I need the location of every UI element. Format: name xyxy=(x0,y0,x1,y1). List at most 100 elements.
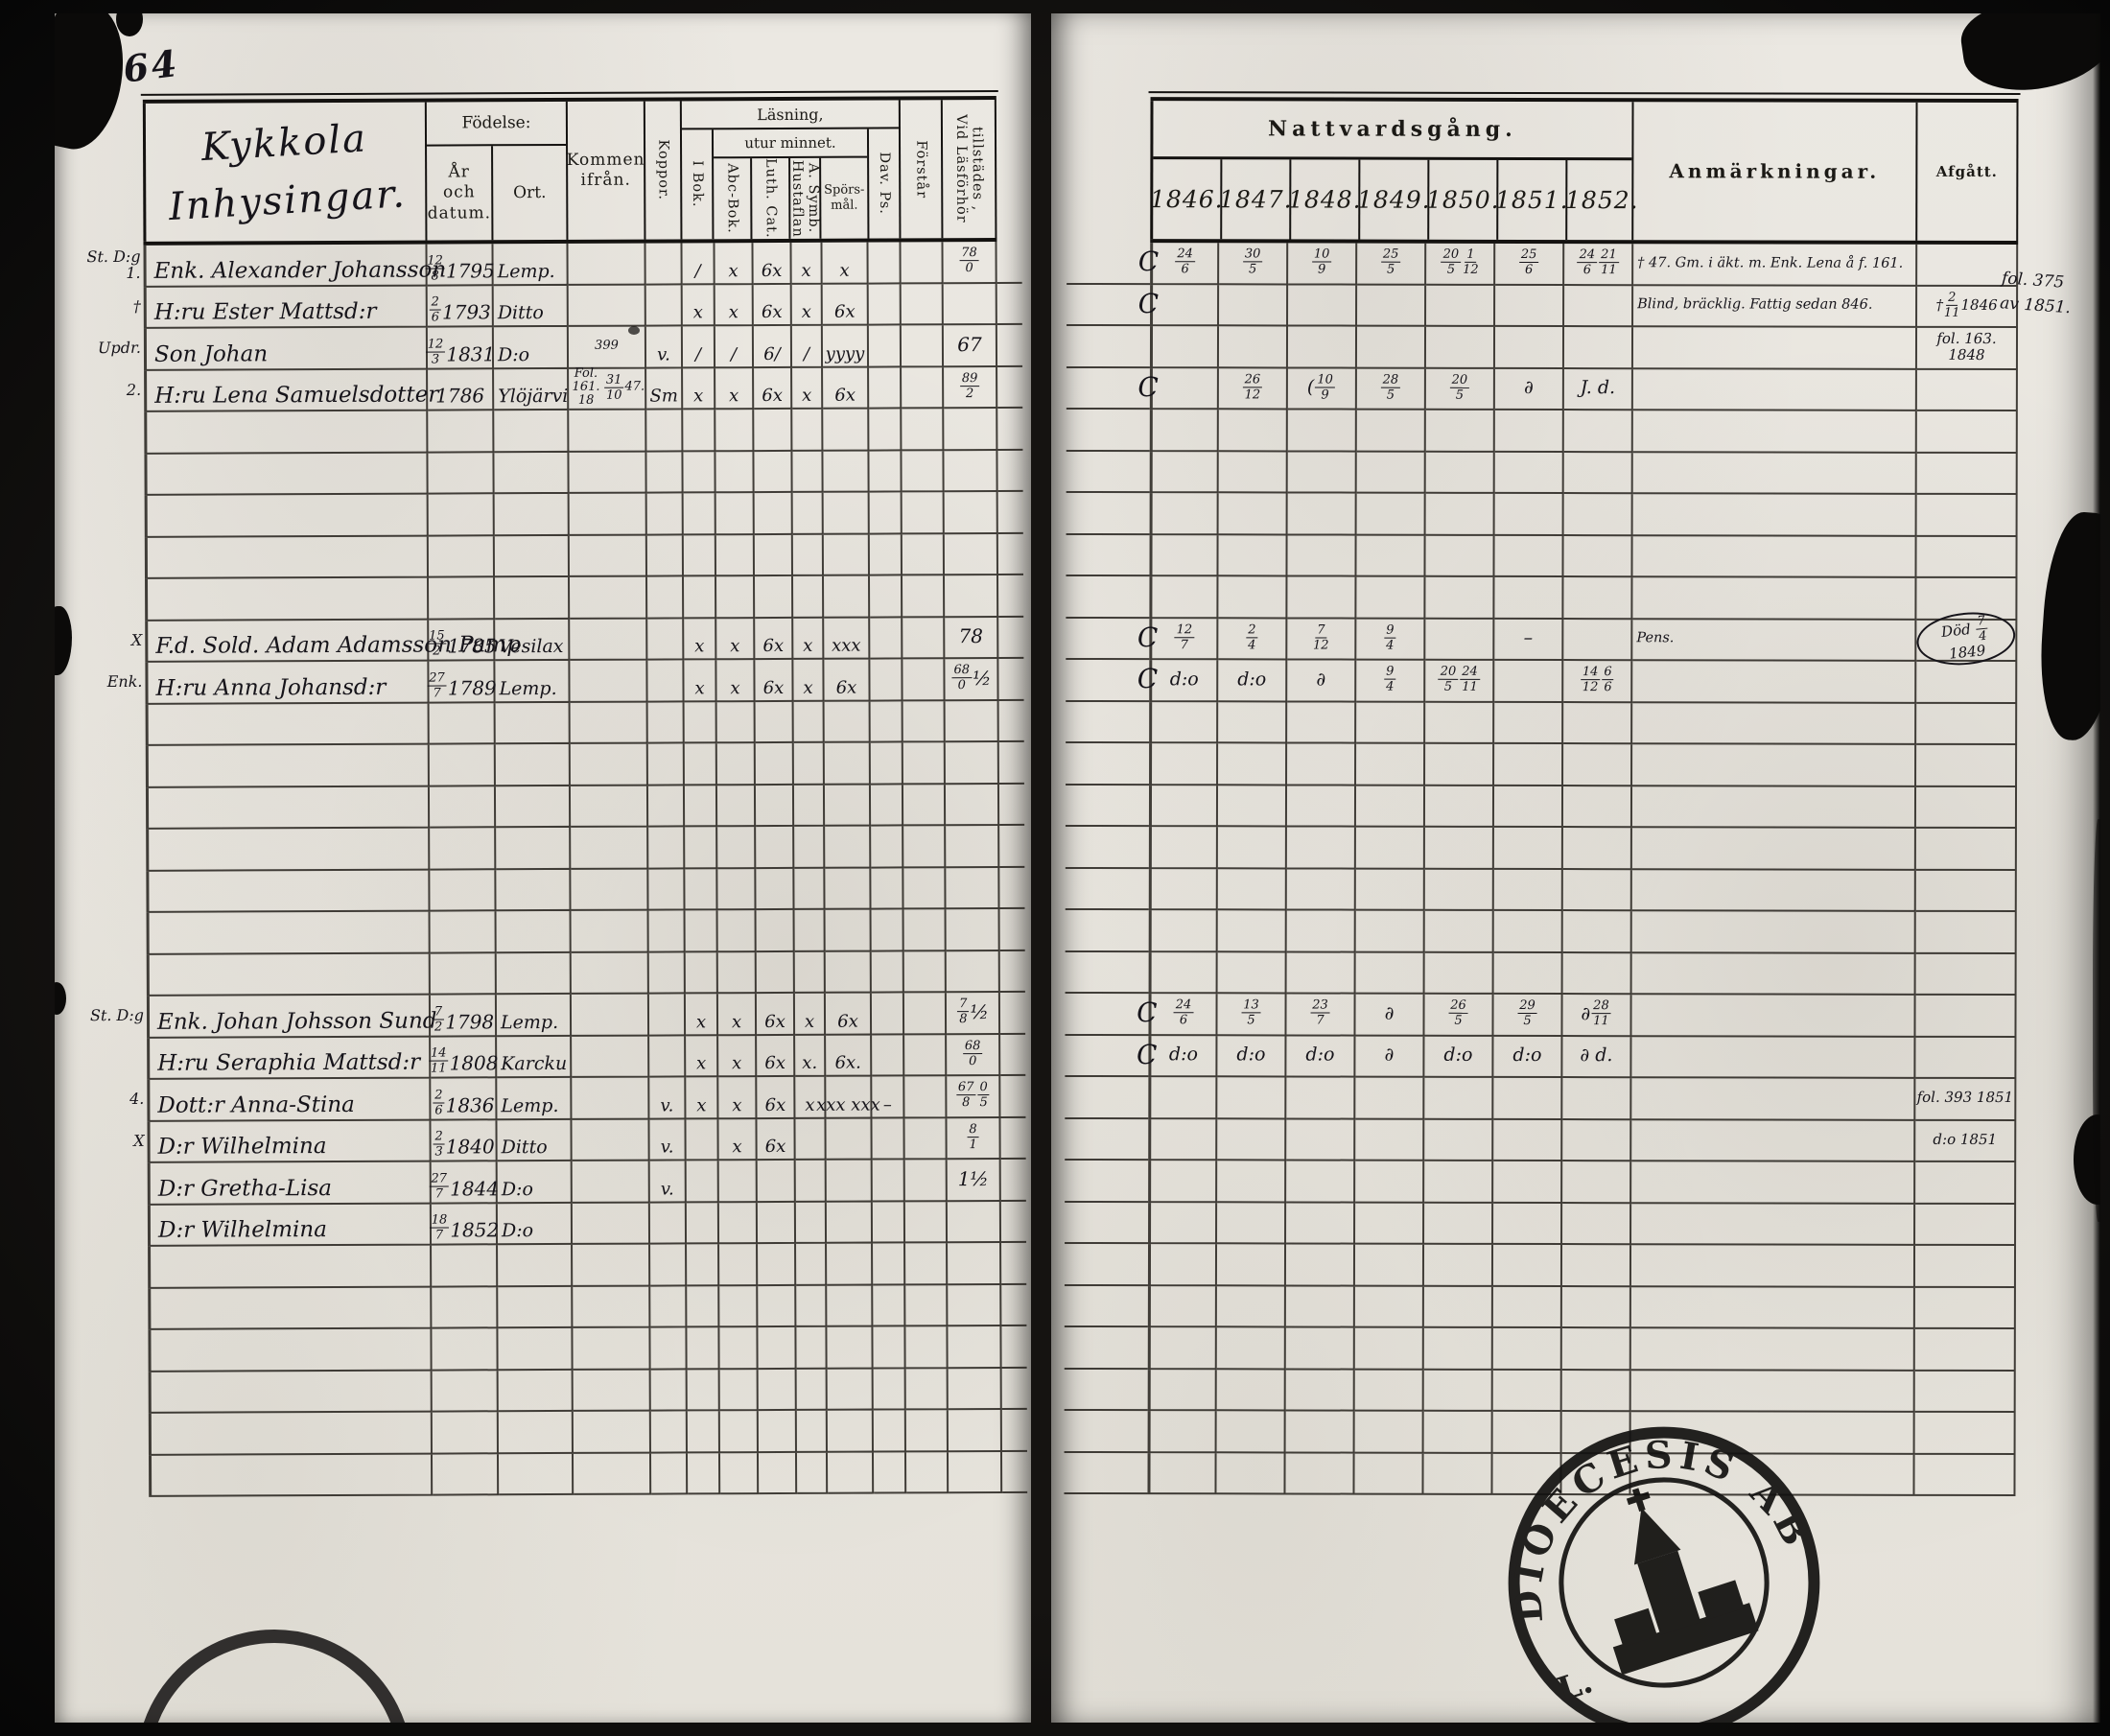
cell-vid: 1½ xyxy=(947,1159,1001,1202)
ink-blob xyxy=(55,982,66,1015)
cell-spors xyxy=(827,1243,874,1286)
cell-y1851 xyxy=(1492,1286,1562,1329)
communion-row xyxy=(1064,1326,2016,1372)
cell-ibok xyxy=(687,1369,720,1412)
communion-row xyxy=(1066,534,2018,579)
cell-spors: yyyy xyxy=(822,325,870,368)
cell-kommen xyxy=(570,660,648,703)
cell-name xyxy=(146,870,431,913)
cell-ibok: x xyxy=(684,618,717,661)
left-page: 164 Kykkola Inhysingar. Födelse: År och … xyxy=(55,13,1031,1723)
cell-y1848 xyxy=(1286,1118,1356,1161)
cell-luth: 6x xyxy=(757,1118,796,1161)
cell-dav xyxy=(868,242,902,285)
cell-y1850 xyxy=(1425,493,1495,536)
cell-y1847 xyxy=(1217,1202,1287,1245)
bracket-cell xyxy=(1065,826,1149,869)
cell-dav xyxy=(869,492,903,535)
communion-row xyxy=(1065,951,2017,997)
cell-abc xyxy=(718,1202,759,1245)
row-line-tail xyxy=(1000,1034,1026,1076)
cell-spors xyxy=(827,1285,874,1327)
cell-y1847: d:o xyxy=(1218,660,1288,702)
cell-ibok xyxy=(685,951,718,995)
cell-y1851 xyxy=(1494,452,1564,495)
cell-y1850 xyxy=(1424,952,1494,995)
cell-koppor xyxy=(645,243,683,286)
communion-row: C 24 6 13 5 23 7 ∂ 26 5 29 5 ∂ 28 11 xyxy=(1065,993,2017,1038)
cell-y1848 xyxy=(1287,534,1357,577)
register-row: St. D:g 1. Enk. Alexander Johansson 12 8 17… xyxy=(83,241,1022,288)
cell-vid: 68 0 xyxy=(947,1034,1001,1077)
cell-forstar xyxy=(903,742,946,785)
ink-blob xyxy=(116,13,143,36)
cell-koppor xyxy=(650,1327,688,1371)
cell-y1846 xyxy=(1147,1327,1217,1370)
cell-kommen xyxy=(570,576,648,620)
cell-date xyxy=(429,577,496,621)
cell-ibok: x xyxy=(684,660,717,702)
cell-luth xyxy=(758,1285,797,1328)
cell-ort: Ylöjärvi xyxy=(494,368,570,411)
row-margin-note xyxy=(87,913,147,955)
cell-hust xyxy=(792,534,825,576)
cell-name xyxy=(148,1371,433,1414)
cell-vid: 67 xyxy=(943,324,998,367)
cell-y1850 xyxy=(1423,1411,1493,1454)
cell-ort xyxy=(494,535,571,578)
cell-y1848 xyxy=(1286,827,1356,870)
cell-y1851 xyxy=(1492,1244,1563,1287)
cell-vid xyxy=(948,1325,1002,1369)
cell-spors xyxy=(825,909,872,952)
cell-anm xyxy=(1631,995,1916,1038)
register-row xyxy=(84,408,1023,455)
cell-date xyxy=(429,702,496,745)
cell-vid xyxy=(948,1451,1003,1494)
cell-y1846: 24 6 xyxy=(1150,243,1220,285)
cell-luth: 6x xyxy=(757,1076,796,1119)
cell-ibok xyxy=(687,1452,721,1495)
cell-y1850 xyxy=(1425,576,1495,620)
register-row: D:r Gretha-Lisa 27 7 1844 D:o v. 1½ xyxy=(88,1159,1026,1206)
cell-ibok xyxy=(683,451,716,494)
fodelse-label: Födelse: xyxy=(426,101,567,147)
right-table-header: Nattvardsgång. 1846. 1847. 1848. 1849. 1850.… xyxy=(1150,97,2019,246)
cell-ort xyxy=(498,1453,574,1496)
cell-luth xyxy=(756,868,795,911)
cell-y1847 xyxy=(1217,1077,1287,1119)
diocese-stamp: DIOECESIS ABOENSIS L. xyxy=(1501,1419,1823,1723)
cell-spors xyxy=(827,1369,874,1411)
cell-ibok xyxy=(683,410,716,452)
register-row xyxy=(89,1409,1027,1456)
cell-name xyxy=(145,744,430,788)
row-line-tail xyxy=(1000,1075,1026,1118)
cell-date xyxy=(432,1286,499,1329)
bracket-cell xyxy=(1064,1285,1148,1328)
communion-row: d:o 1851 xyxy=(1065,1118,2017,1163)
cell-y1848: 23 7 xyxy=(1286,994,1356,1037)
cell-y1849 xyxy=(1354,1286,1424,1328)
cell-afg xyxy=(1916,411,2018,454)
cell-vid xyxy=(946,908,1000,951)
year-label: 1849. xyxy=(1357,159,1431,240)
cell-hust xyxy=(793,742,825,786)
register-row: D:r Wilhelmina 18 7 1852 D:o xyxy=(88,1201,1027,1247)
cell-y1850 xyxy=(1424,910,1494,953)
cell-y1846 xyxy=(1148,910,1218,952)
cell-anm xyxy=(1631,1036,1916,1079)
cell-y1849 xyxy=(1355,786,1426,828)
cell-luth: 6/ xyxy=(753,325,793,368)
cell-y1846 xyxy=(1148,785,1219,828)
register-row xyxy=(86,867,1025,913)
bracket-cell xyxy=(1066,451,1150,494)
cell-y1848 xyxy=(1285,1369,1355,1412)
row-line-tail xyxy=(1001,1368,1027,1410)
cell-hust xyxy=(795,1202,828,1244)
cell-dav xyxy=(868,283,902,326)
cell-dav xyxy=(870,784,904,827)
cell-anm: Blind, bräcklig. Fattig sedan 846. xyxy=(1633,285,1918,328)
cell-forstar xyxy=(905,1451,950,1494)
